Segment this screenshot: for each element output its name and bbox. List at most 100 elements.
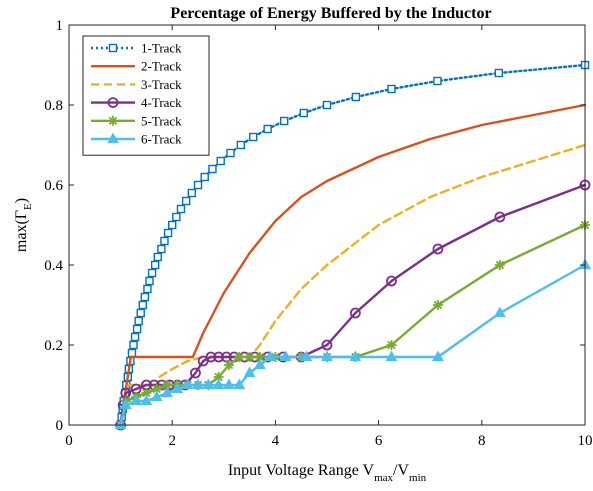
series-2 — [119, 103, 587, 427]
series-marker — [192, 378, 204, 389]
series-marker — [213, 372, 224, 382]
series-marker — [223, 360, 234, 370]
y-tick-label: 0 — [56, 418, 64, 434]
series-marker — [249, 132, 258, 142]
legend: 1-Track 2-Track 3-Track 4-Track 5-Track 6-Tra… — [82, 35, 210, 156]
y-tick-label: 0.4 — [44, 258, 63, 274]
series-marker — [254, 352, 265, 362]
legend-marker — [108, 115, 118, 126]
series-marker — [321, 350, 333, 361]
series-marker — [321, 339, 333, 351]
series-marker — [181, 196, 191, 206]
x-tick-label: 4 — [272, 433, 280, 449]
y-tick-label: 0.8 — [44, 98, 63, 114]
chart-title: Percentage of Energy Buffered by the Ind… — [170, 5, 491, 22]
legend-label: 1-Track — [141, 41, 182, 56]
series-marker — [205, 351, 217, 363]
legend-marker — [107, 132, 119, 143]
series-marker — [129, 340, 138, 350]
y-axis-label-end: ) — [13, 198, 30, 203]
series-marker — [432, 243, 444, 255]
series-marker — [127, 348, 137, 358]
series-marker — [172, 212, 181, 222]
series-marker — [134, 316, 143, 326]
legend-label: 2-Track — [141, 59, 182, 74]
series-marker — [200, 172, 209, 182]
series-line — [119, 103, 587, 427]
series-marker — [157, 244, 166, 254]
x-tick-label: 0 — [65, 433, 73, 449]
legend-label: 5-Track — [141, 113, 182, 128]
legend-marker — [108, 43, 118, 53]
series-marker — [143, 284, 152, 294]
axes: 0 2 4 6 8 10 0 0.2 0.4 0.6 0.8 1 — [44, 18, 592, 449]
series-marker — [322, 100, 332, 110]
series-marker — [147, 268, 157, 278]
series-marker — [140, 292, 150, 302]
series-marker — [153, 252, 162, 262]
series-marker — [233, 378, 246, 389]
series-marker — [208, 164, 217, 174]
series-marker — [160, 236, 169, 246]
x-tick-label: 2 — [168, 433, 176, 449]
series-marker — [236, 140, 246, 150]
y-tick-label: 0.6 — [44, 178, 63, 194]
series-marker — [299, 108, 308, 118]
series-marker — [243, 366, 256, 377]
legend-box — [82, 35, 210, 156]
series-marker — [145, 276, 154, 286]
series-marker — [136, 308, 145, 318]
series-marker — [494, 211, 506, 223]
series-marker — [432, 300, 443, 310]
legend-entry: 2-Track — [91, 59, 182, 74]
series-marker — [234, 352, 245, 362]
series-marker — [141, 388, 152, 398]
legend-entry: 5-Track — [91, 113, 182, 128]
series-marker — [226, 148, 235, 158]
series-marker — [132, 324, 142, 334]
series-marker — [433, 76, 442, 86]
series-marker — [264, 350, 277, 361]
series-marker — [300, 350, 313, 361]
legend-entry: 6-Track — [91, 132, 182, 147]
legend-entry: 4-Track — [91, 95, 182, 110]
y-tick-label: 0.2 — [44, 338, 63, 354]
series-marker — [386, 275, 397, 287]
y-axis-label: max(ΓE) — [13, 198, 34, 252]
series-marker — [176, 204, 186, 214]
series-marker — [150, 390, 163, 401]
x-axis-label-main: Input Voltage Range V — [228, 462, 375, 479]
series-marker — [190, 367, 201, 379]
series-marker — [163, 228, 173, 238]
x-axis-label: Input Voltage Range Vmax/Vmin — [228, 462, 427, 484]
series-marker — [138, 300, 147, 310]
series-marker — [494, 260, 505, 270]
series-marker — [279, 116, 289, 126]
series-marker — [494, 68, 504, 78]
series-marker — [212, 378, 225, 389]
y-tick-label: 1 — [56, 18, 64, 34]
series-marker — [119, 398, 132, 409]
y-axis-label-main: max(Γ — [13, 210, 30, 252]
series-marker — [494, 306, 506, 317]
series-marker — [263, 124, 272, 134]
series-marker — [279, 350, 292, 361]
series-marker — [130, 394, 142, 405]
series-marker — [349, 350, 362, 361]
series-6 — [114, 258, 591, 429]
series-marker — [114, 418, 127, 429]
series-marker — [349, 307, 361, 319]
series-marker — [193, 180, 203, 190]
series-marker — [161, 386, 173, 397]
series-marker — [385, 350, 398, 361]
series-marker — [351, 92, 361, 102]
series-marker — [387, 84, 396, 94]
legend-entry: 1-Track — [91, 41, 182, 56]
series-marker — [171, 382, 184, 393]
series-marker — [187, 188, 197, 198]
series-marker — [223, 378, 235, 389]
y-axis-label-sub: E — [22, 203, 34, 210]
series-marker — [216, 156, 225, 166]
axes-box — [68, 24, 586, 426]
